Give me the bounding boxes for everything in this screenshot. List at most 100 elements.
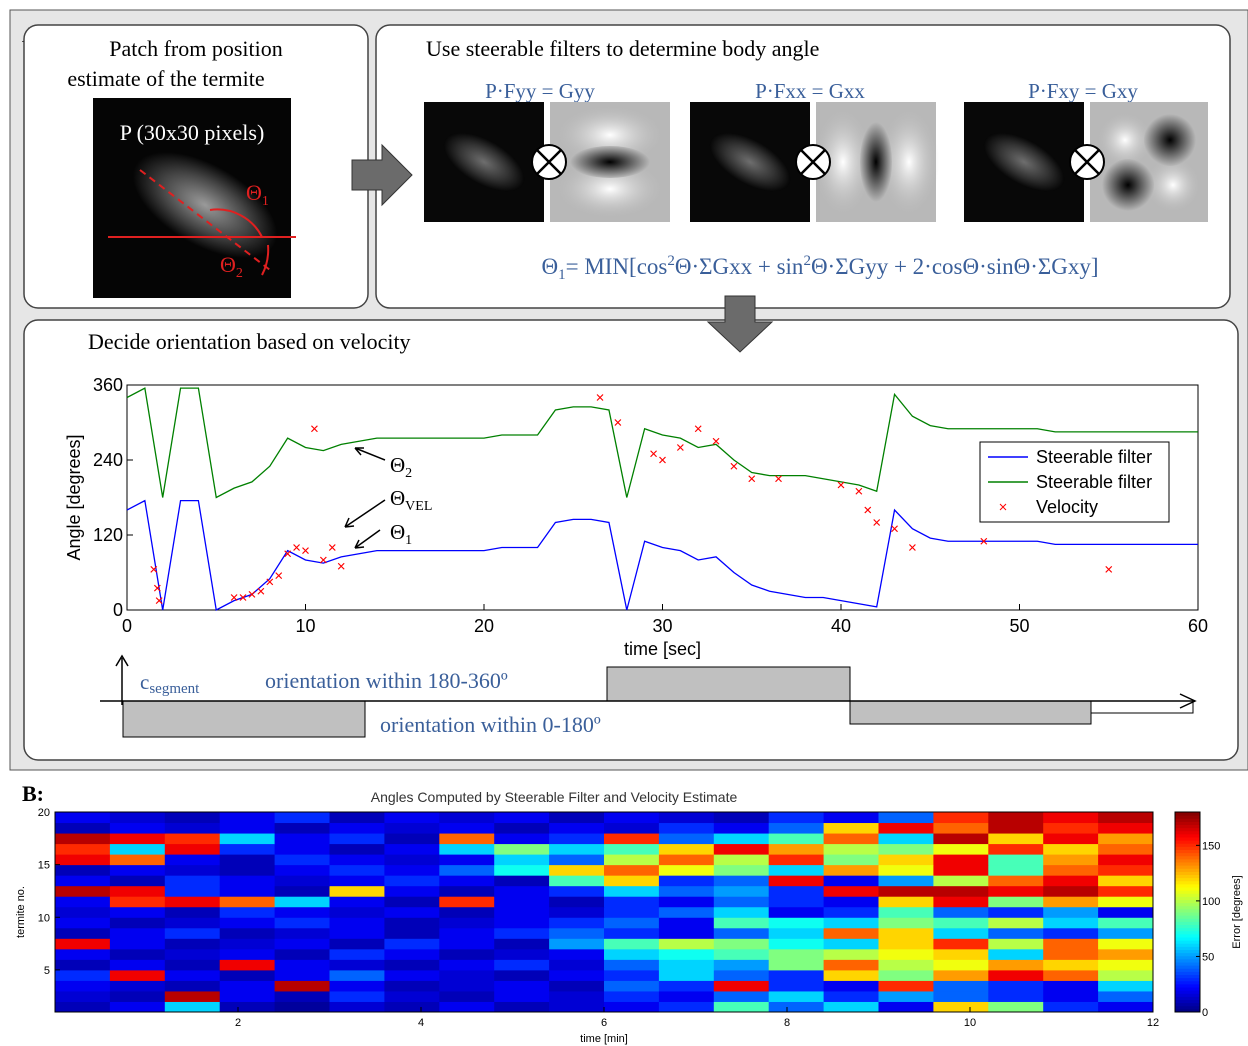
heatmap-cell (1098, 864, 1154, 876)
heatmap-cell (988, 885, 1044, 897)
velocity-marker (293, 544, 300, 551)
heatmap-cell (55, 833, 111, 845)
heatmap-cell (219, 969, 276, 981)
velocity-marker (155, 597, 163, 605)
heatmap-cell (1098, 959, 1154, 971)
heatmap-cell (768, 938, 825, 950)
heatmap-cell (329, 980, 385, 992)
legend-label: Velocity (1036, 497, 1098, 517)
velocity-marker (302, 547, 309, 555)
heatmap-cell (658, 875, 715, 887)
heatmap-cell (878, 959, 934, 971)
x-tick-label: 6 (601, 1017, 607, 1029)
x-tick-label: 4 (418, 1017, 424, 1029)
heatmap-cell (274, 906, 330, 918)
heatmap-cell (55, 843, 111, 855)
heatmap-cell (439, 959, 495, 971)
velocity-marker (891, 525, 898, 533)
heatmap-cell (274, 854, 330, 866)
heatmap-cell (384, 906, 440, 918)
heatmap-cell (164, 990, 221, 1002)
heatmap-cell (713, 812, 770, 824)
legend-label: Steerable filter (1036, 472, 1152, 492)
heatmap-cell (1043, 1001, 1099, 1013)
heatmap-cell (933, 843, 989, 855)
heatmap-cell (494, 969, 550, 981)
heatmap-cell (878, 864, 934, 876)
heatmap-cell (109, 875, 166, 887)
heatmap-cell (878, 906, 934, 918)
heatmap-cell (658, 980, 715, 992)
svg-text:Θ1: Θ1 (390, 520, 412, 548)
heatmap-cell (823, 885, 879, 897)
heatmap-cell (55, 822, 111, 834)
heatmap-cell (109, 938, 166, 950)
heatmap-cell (1098, 875, 1154, 887)
heatmap-cell (658, 938, 715, 950)
heatmap-cell (604, 864, 660, 876)
heatmap-cell (933, 812, 989, 824)
heatmap-cell (439, 875, 495, 887)
x-tick-label: 50 (1009, 616, 1029, 636)
colorbar-band (1175, 874, 1200, 879)
colorbar-band (1175, 887, 1200, 891)
heatmap-cell (494, 864, 550, 876)
heatmap-cell (494, 990, 550, 1002)
orientation-label: orientation within 0-180º (380, 712, 601, 737)
heatmap-cell (274, 843, 330, 855)
heatmap-cell (494, 959, 550, 971)
heatmap-cell (439, 885, 495, 897)
colorbar-band (1175, 880, 1200, 885)
heatmap-cell (988, 812, 1044, 824)
heatmap-cell (878, 917, 934, 929)
x-tick-label: 12 (1147, 1017, 1159, 1029)
heatmap-cell (274, 969, 330, 981)
heatmap-cell (604, 885, 660, 897)
heatmap-cell (768, 948, 825, 960)
x-tick-label: 30 (652, 616, 672, 636)
heatmap-cell (109, 854, 166, 866)
y-tick-label: 5 (44, 965, 50, 977)
heatmap-cell (988, 822, 1044, 834)
heatmap-cell (768, 885, 825, 897)
heatmap-cell (55, 969, 111, 981)
colorbar-band (1175, 983, 1200, 988)
heatmap-cell (933, 980, 989, 992)
colorbar-band (1175, 893, 1200, 897)
colorbar-band (1175, 815, 1200, 819)
orientation-label: orientation within 180-360º (265, 668, 508, 693)
velocity-marker (248, 590, 256, 598)
x-axis-label: time [min] (580, 1033, 628, 1045)
y-tick-label: 20 (38, 807, 50, 819)
heatmap-cell (384, 948, 440, 960)
heatmap-cell (604, 948, 660, 960)
colorbar-tick-label: 150 (1202, 840, 1220, 852)
heatmap-cell (274, 833, 330, 845)
colorbar-tick-label: 100 (1202, 896, 1220, 908)
annotations: Θ2 ΘVEL Θ1 (344, 447, 432, 549)
heatmap-cell (55, 875, 111, 887)
equation: P·Fyy = Gyy (485, 79, 595, 103)
heatmap-cell (439, 969, 495, 981)
heatmap-cell (1098, 927, 1154, 939)
heatmap-cell (933, 833, 989, 845)
colorbar-band (1175, 855, 1200, 860)
velocity-marker (908, 544, 916, 551)
angle-chart: 0 10 20 30 40 50 60 0 120 240 360 time [sec] Angle [… (64, 375, 1208, 659)
heatmap-cell (109, 927, 166, 939)
heatmap-cell (384, 885, 440, 897)
heatmap-cell (164, 948, 221, 960)
heatmap-chart: Angles Computed by Steerable Filter and … (15, 789, 1243, 1045)
heatmap-cell (1043, 906, 1099, 918)
heatmap-cell (109, 885, 166, 897)
heatmap-cell (823, 906, 879, 918)
heatmap-cell (549, 959, 605, 971)
heatmap-cell (274, 1001, 330, 1013)
heatmap-cell (713, 875, 770, 887)
heatmap-cell (768, 822, 825, 834)
heatmap-cell (878, 948, 934, 960)
heatmap-cell (658, 906, 715, 918)
heatmap-cell (329, 938, 385, 950)
heatmap-cell (878, 885, 934, 897)
colorbar-band (1175, 1005, 1200, 1010)
